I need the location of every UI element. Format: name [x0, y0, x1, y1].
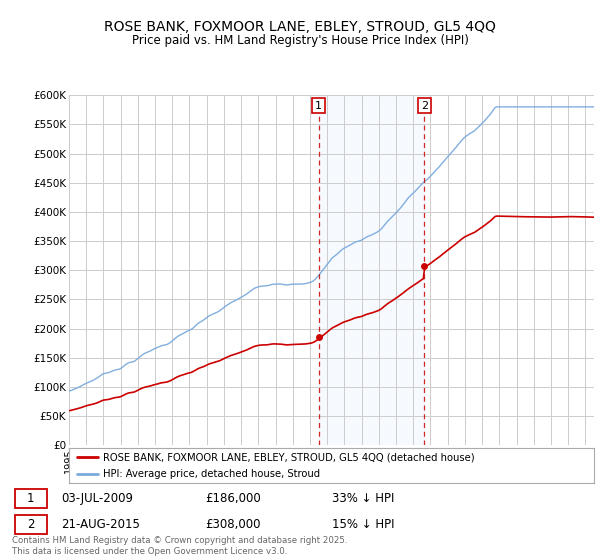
- Text: 2: 2: [421, 101, 428, 111]
- Text: £308,000: £308,000: [205, 517, 260, 531]
- Text: ROSE BANK, FOXMOOR LANE, EBLEY, STROUD, GL5 4QQ: ROSE BANK, FOXMOOR LANE, EBLEY, STROUD, …: [104, 20, 496, 34]
- Text: 1: 1: [315, 101, 322, 111]
- FancyBboxPatch shape: [15, 489, 47, 508]
- Text: 21-AUG-2015: 21-AUG-2015: [61, 517, 140, 531]
- Text: 2: 2: [27, 517, 34, 531]
- Text: 1: 1: [27, 492, 34, 506]
- Text: ROSE BANK, FOXMOOR LANE, EBLEY, STROUD, GL5 4QQ (detached house): ROSE BANK, FOXMOOR LANE, EBLEY, STROUD, …: [103, 452, 475, 463]
- Text: HPI: Average price, detached house, Stroud: HPI: Average price, detached house, Stro…: [103, 469, 320, 479]
- Text: Price paid vs. HM Land Registry's House Price Index (HPI): Price paid vs. HM Land Registry's House …: [131, 34, 469, 46]
- Text: 03-JUL-2009: 03-JUL-2009: [61, 492, 133, 506]
- Text: 15% ↓ HPI: 15% ↓ HPI: [332, 517, 394, 531]
- FancyBboxPatch shape: [15, 515, 47, 534]
- Bar: [319, 95, 424, 445]
- Text: £186,000: £186,000: [205, 492, 261, 506]
- Text: 33% ↓ HPI: 33% ↓ HPI: [332, 492, 394, 506]
- Text: Contains HM Land Registry data © Crown copyright and database right 2025.
This d: Contains HM Land Registry data © Crown c…: [12, 536, 347, 556]
